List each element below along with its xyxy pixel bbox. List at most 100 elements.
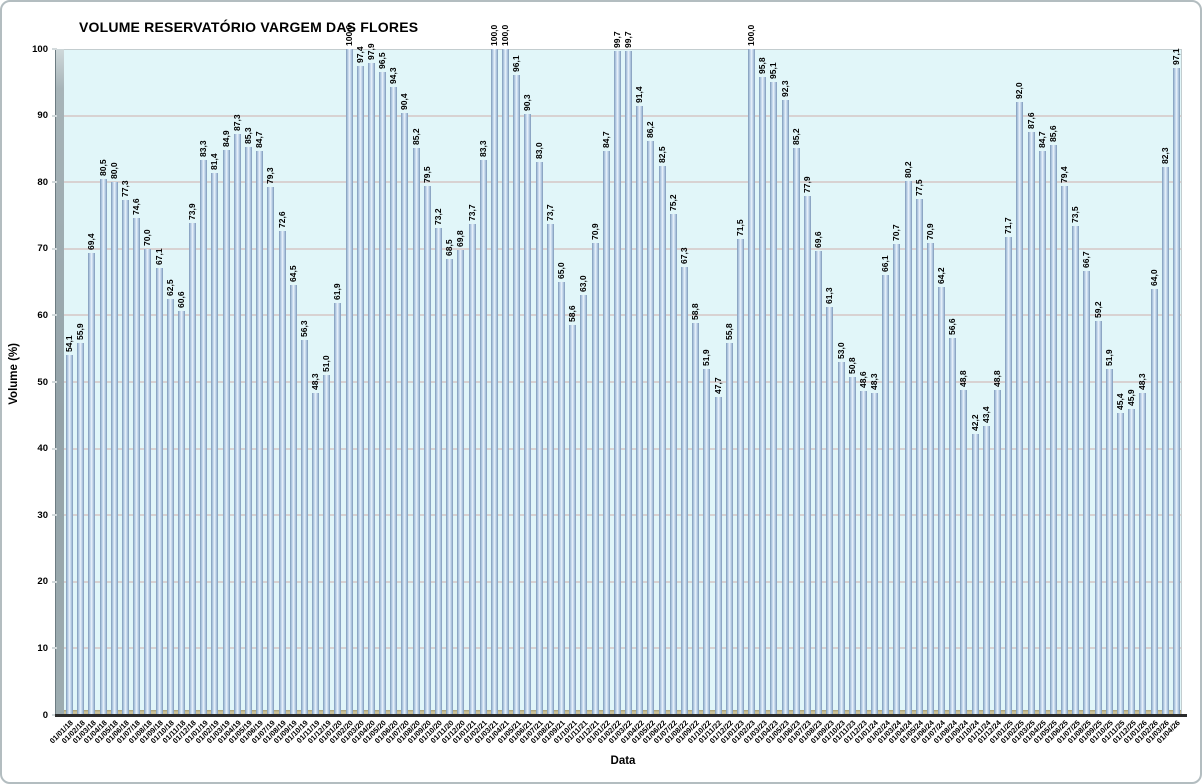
- value-label: 79,3: [265, 167, 276, 184]
- gridline-10: [64, 647, 1181, 650]
- value-label: 90,4: [399, 93, 410, 110]
- bar: [669, 214, 677, 715]
- value-label: 77,9: [801, 176, 812, 194]
- value-label: 92,3: [779, 80, 790, 98]
- bar: [1027, 131, 1035, 715]
- value-label: 60,6: [175, 291, 186, 309]
- value-label: 59,2: [1092, 301, 1103, 318]
- value-label: 51,9: [701, 349, 712, 367]
- y-tick-label: 100: [32, 43, 48, 55]
- value-label: 69,6: [813, 231, 824, 249]
- y-tick-mark: [52, 114, 57, 117]
- bar: [1105, 369, 1113, 715]
- value-label: 66,7: [1081, 251, 1092, 268]
- bar: [602, 150, 610, 715]
- y-tick-mark: [52, 247, 57, 250]
- bar: [926, 242, 934, 715]
- bar: [155, 268, 163, 715]
- bar: [502, 49, 510, 715]
- bar: [401, 112, 409, 715]
- value-label: 94,3: [388, 67, 399, 84]
- value-label: 58,8: [690, 303, 701, 321]
- value-label: 51,9: [1103, 349, 1114, 367]
- y-tick-label: 90: [37, 110, 48, 122]
- bar: [982, 425, 990, 715]
- bar: [490, 49, 498, 715]
- value-label: 84,7: [1036, 131, 1047, 148]
- value-label: 79,5: [421, 165, 432, 183]
- bar: [837, 362, 845, 715]
- y-tick-mark: [52, 514, 57, 517]
- bar: [468, 224, 476, 715]
- value-label: 70,7: [891, 224, 902, 242]
- bar: [759, 76, 767, 715]
- y-tick-label: 40: [37, 443, 48, 455]
- bar: [379, 72, 387, 715]
- bar: [1049, 144, 1057, 715]
- bar: [625, 51, 633, 715]
- bar: [647, 140, 655, 715]
- value-label: 65,0: [556, 262, 566, 280]
- value-label: 69,8: [455, 230, 466, 248]
- bar: [244, 146, 252, 715]
- bar: [189, 222, 197, 715]
- bar: [781, 100, 789, 715]
- bar: [233, 133, 241, 715]
- bar: [345, 49, 353, 715]
- value-label: 56,3: [298, 320, 309, 338]
- gridline-50: [64, 381, 1181, 383]
- bar: [412, 147, 420, 715]
- bar: [323, 375, 331, 715]
- y-tick-label: 60: [37, 309, 48, 321]
- bar: [300, 340, 308, 715]
- y-tick-label: 70: [37, 243, 48, 255]
- value-label: 71,5: [734, 219, 745, 236]
- value-label: 86,2: [645, 121, 656, 138]
- value-label: 80,0: [108, 162, 119, 180]
- bar: [1172, 68, 1180, 715]
- bar: [1117, 412, 1124, 715]
- bar: [871, 393, 879, 715]
- bar: [882, 274, 890, 715]
- bar: [1083, 270, 1091, 715]
- value-label: 99,7: [623, 31, 634, 48]
- bar: [1038, 150, 1046, 715]
- gridline-40: [64, 447, 1181, 450]
- value-label: 100,0: [488, 24, 499, 46]
- bar: [1150, 288, 1158, 715]
- value-label: 43,4: [980, 406, 991, 423]
- gridline-30: [64, 514, 1181, 517]
- value-label: 70,9: [924, 223, 935, 240]
- value-label: 85,3: [242, 127, 253, 144]
- value-label: 91,4: [634, 86, 645, 104]
- value-label: 75,2: [667, 194, 678, 212]
- value-label: 85,2: [790, 128, 801, 145]
- bar: [66, 354, 74, 715]
- value-label: 56,6: [947, 318, 958, 336]
- gridline-80: [64, 181, 1181, 184]
- bar: [121, 200, 129, 715]
- value-label: 82,3: [1159, 147, 1170, 164]
- bar: [334, 302, 342, 715]
- value-label: 84,7: [254, 131, 265, 148]
- value-label: 70,0: [142, 229, 153, 246]
- value-label: 71,7: [1003, 217, 1014, 235]
- bar: [558, 282, 565, 715]
- bar: [110, 182, 118, 715]
- value-label: 82,5: [656, 146, 667, 163]
- bar: [815, 251, 823, 715]
- value-label: 51,0: [321, 355, 332, 373]
- bar: [1016, 102, 1024, 715]
- y-axis-title: Volume (%): [8, 343, 20, 405]
- value-label: 61,9: [332, 283, 343, 300]
- value-label: 48,3: [310, 373, 321, 391]
- value-label: 79,4: [1059, 166, 1070, 184]
- bar: [133, 218, 141, 715]
- value-label: 42,2: [969, 414, 980, 431]
- bar: [267, 186, 275, 715]
- bar: [1005, 237, 1013, 715]
- value-label: 67,3: [678, 247, 689, 264]
- value-label: 53,0: [835, 342, 846, 360]
- value-label: 69,4: [86, 233, 97, 250]
- value-label: 67,1: [153, 248, 164, 266]
